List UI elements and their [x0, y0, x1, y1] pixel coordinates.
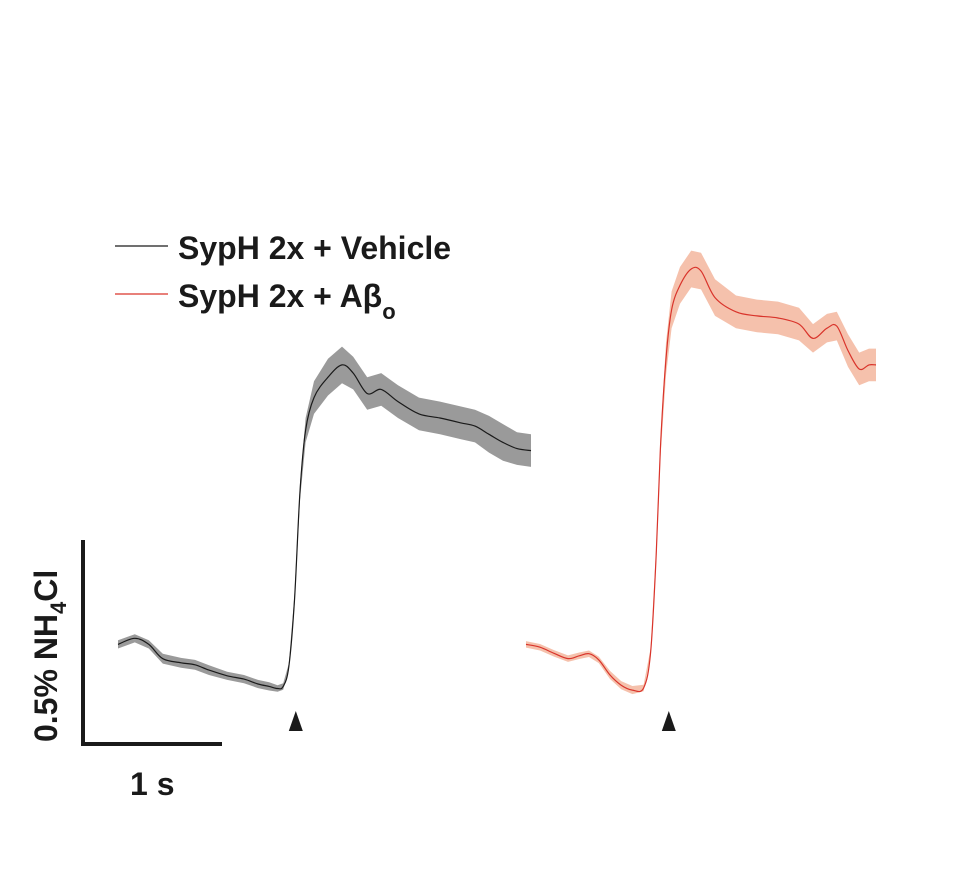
scale-bar-lines — [81, 540, 222, 746]
scale-bar-x-label: 1 s — [130, 766, 174, 802]
stimulus-marker-abeta — [661, 711, 676, 731]
legend-label-abeta: SypH 2x + Aβo — [178, 278, 396, 324]
legend-label-vehicle: SypH 2x + Vehicle — [178, 230, 451, 266]
stimulus-marker-vehicle — [288, 711, 303, 731]
mean-trace-vehicle — [117, 364, 532, 690]
scale-bar: 1 s 0.5% NH4Cl — [28, 540, 222, 802]
scale-bar-y-label-subscript: 4 — [46, 601, 71, 614]
sem-band-vehicle — [118, 346, 531, 692]
sem-band-abeta — [526, 250, 876, 695]
mean-trace-abeta — [525, 266, 877, 693]
legend-label-abeta-subscript: o — [382, 299, 395, 324]
scale-bar-y-label: 0.5% NH4Cl — [28, 570, 71, 742]
stimulus-markers — [288, 711, 676, 731]
legend: SypH 2x + Vehicle SypH 2x + Aβo — [115, 230, 451, 324]
traces — [117, 250, 877, 695]
